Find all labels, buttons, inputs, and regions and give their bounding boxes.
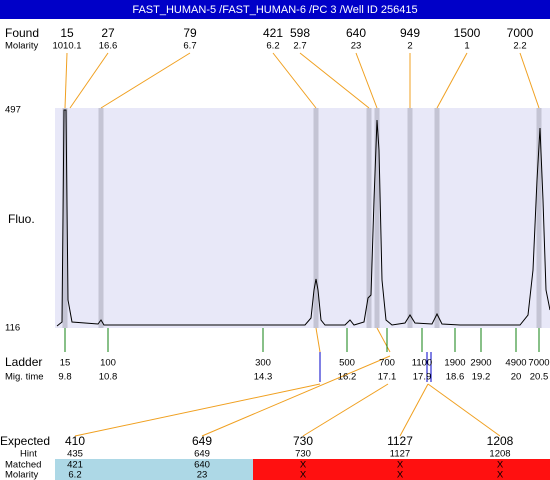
plot-area — [55, 108, 550, 328]
expected-label: Expected — [0, 434, 50, 448]
matched-molarity: 6.2 — [68, 470, 81, 480]
found-molarity: 1010.1 — [52, 41, 81, 52]
found-line — [272, 52, 317, 109]
ladder-size: 1100 — [412, 358, 432, 369]
found-molarity: 2.7 — [293, 41, 306, 52]
expected-molarity-label: Molarity — [5, 470, 39, 480]
hint-value: 1208 — [489, 449, 510, 460]
expected-value: 1127 — [387, 434, 413, 448]
peak-band — [98, 108, 104, 328]
found-line — [355, 52, 378, 109]
peak-band — [313, 108, 319, 328]
ladder-size: 7000 — [528, 358, 549, 369]
found-line — [100, 52, 191, 109]
ladder-size: 2900 — [470, 358, 491, 369]
expected-value: 649 — [192, 434, 212, 448]
matched-value: X — [397, 460, 404, 471]
matched-label: Matched — [5, 460, 41, 471]
matched-value: 640 — [194, 460, 210, 471]
title: FAST_HUMAN-5 /FAST_HUMAN-6 /PC 3 /Well I… — [132, 4, 417, 16]
ladder-time: 19.2 — [472, 372, 491, 383]
found-molarity: 6.2 — [266, 41, 279, 52]
found-size: 949 — [400, 26, 420, 40]
ladder-time: 17.1 — [378, 372, 397, 383]
ladder-time: 20 — [511, 372, 522, 383]
peak-band — [366, 108, 372, 328]
matched-molarity: X — [397, 470, 404, 480]
ladder-time: 20.5 — [530, 372, 549, 383]
migtime-label: Mig. time — [5, 372, 44, 383]
matched-value: X — [497, 460, 504, 471]
y-top: 497 — [5, 105, 21, 116]
trace — [56, 109, 550, 327]
found-label: Found — [5, 26, 39, 40]
hint-value: 435 — [67, 449, 83, 460]
ladder-time: 10.8 — [99, 372, 118, 383]
expected-value: 410 — [65, 434, 85, 448]
found-line — [436, 52, 468, 109]
found-molarity: 16.6 — [99, 41, 118, 52]
hint-label: Hint — [20, 449, 37, 460]
ladder-time: 17.9 — [413, 372, 432, 383]
found-molarity: 2.2 — [513, 41, 526, 52]
ladder-size: 1900 — [444, 358, 465, 369]
ladder-size: 700 — [379, 358, 395, 369]
ladder-size: 300 — [255, 358, 271, 369]
ladder-size: 100 — [100, 358, 116, 369]
matched-molarity: 23 — [197, 470, 208, 480]
y-bottom: 116 — [5, 323, 20, 334]
found-size: 79 — [183, 26, 197, 40]
title-bar — [0, 0, 550, 19]
ladder-time: 9.8 — [58, 372, 71, 383]
found-size: 7000 — [507, 26, 534, 40]
hint-value: 730 — [295, 449, 311, 460]
found-size: 27 — [101, 26, 115, 40]
ladder-size: 15 — [60, 358, 71, 369]
found-size: 421 — [263, 26, 283, 40]
peak-band — [407, 108, 413, 328]
found-size: 598 — [290, 26, 310, 40]
ladder-time: 14.3 — [254, 372, 273, 383]
found-line — [64, 52, 68, 109]
ladder-size: 4900 — [505, 358, 526, 369]
found-molarity: 6.7 — [183, 41, 196, 52]
found-line — [69, 52, 109, 109]
peak-band — [62, 108, 68, 328]
molarity-label: Molarity — [5, 41, 39, 52]
peak-band — [434, 108, 440, 328]
matched-molarity: X — [300, 470, 307, 480]
found-line — [519, 52, 540, 109]
ladder-label: Ladder — [5, 355, 42, 369]
found-molarity: 2 — [407, 41, 412, 52]
found-line — [299, 52, 370, 109]
hint-value: 1127 — [390, 449, 410, 460]
y-label: Fluo. — [8, 212, 35, 226]
ladder-size: 500 — [339, 358, 355, 369]
expected-value: 730 — [293, 434, 313, 448]
found-molarity: 1 — [464, 41, 469, 52]
matched-molarity: X — [497, 470, 504, 480]
hint-value: 649 — [194, 449, 210, 460]
ladder-time: 16.2 — [338, 372, 357, 383]
match-lines — [74, 327, 501, 437]
found-size: 1500 — [454, 26, 481, 40]
found-molarity: 23 — [351, 41, 362, 52]
found-size: 15 — [60, 26, 74, 40]
ladder-time: 18.6 — [446, 372, 465, 383]
matched-ok — [55, 459, 253, 480]
peak-band — [374, 108, 380, 328]
peak-bands — [62, 108, 542, 328]
peak-band — [536, 108, 542, 328]
matched-value: X — [300, 460, 307, 471]
found-size: 640 — [346, 26, 366, 40]
matched-value: 421 — [67, 460, 83, 471]
matched-missing — [253, 459, 550, 480]
expected-value: 1208 — [487, 434, 514, 448]
